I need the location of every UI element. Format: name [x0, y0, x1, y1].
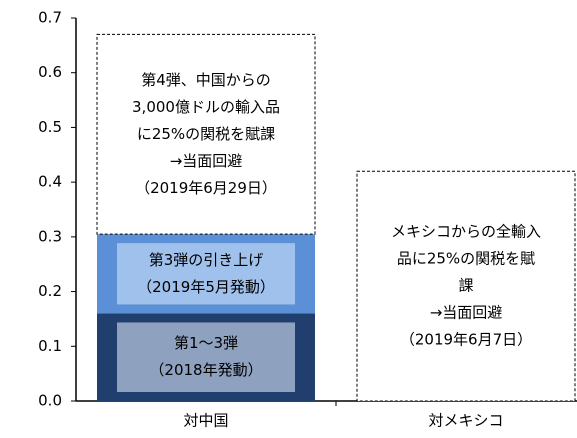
- segment-label: メキシコからの全輸入: [391, 223, 541, 241]
- x-tick-label: 対中国: [183, 412, 228, 430]
- y-tick-label: 0.6: [38, 63, 62, 81]
- y-tick-label: 0.1: [38, 337, 62, 355]
- segment-label: 品に25%の関税を賦: [397, 250, 535, 268]
- x-tick-label: 対メキシコ: [428, 412, 503, 430]
- y-tick-label: 0.2: [38, 282, 62, 300]
- segment-label: →当面回避: [430, 304, 503, 322]
- y-tick-label: 0.4: [38, 173, 62, 191]
- segment-label: （2019年6月7日）: [400, 331, 532, 349]
- segment-label: 3,000億ドルの輸入品: [132, 98, 280, 116]
- bar-segment: [96, 33, 316, 235]
- y-tick-label: 0.0: [38, 392, 62, 410]
- segment-label: （2019年5月発動）: [137, 278, 275, 296]
- segment-label-box: [117, 322, 295, 392]
- segment-label: 課: [458, 277, 473, 295]
- segment-label: →当面回避: [170, 152, 243, 170]
- y-tick-label: 0.7: [38, 9, 62, 27]
- segment-label: （2019年6月29日）: [135, 179, 277, 197]
- segment-label: 第1～3弾: [174, 334, 238, 352]
- segment-label-box: [117, 243, 295, 305]
- segment-label: に25%の関税を賦課: [137, 125, 275, 143]
- y-tick-label: 0.3: [38, 227, 62, 245]
- segment-label: 第3弾の引き上げ: [149, 251, 264, 269]
- segment-label: （2018年発動）: [149, 361, 262, 379]
- segment-label: 第4弾、中国からの: [141, 71, 271, 89]
- y-tick-label: 0.5: [38, 118, 62, 136]
- bar-segment: [356, 170, 576, 402]
